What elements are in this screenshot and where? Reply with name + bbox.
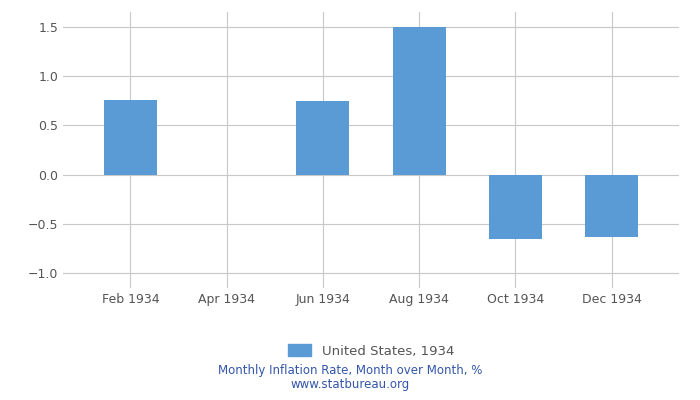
Bar <box>104 100 157 175</box>
Legend: United States, 1934: United States, 1934 <box>288 344 454 358</box>
Text: Monthly Inflation Rate, Month over Month, %: Monthly Inflation Rate, Month over Month… <box>218 364 482 377</box>
Text: www.statbureau.org: www.statbureau.org <box>290 378 410 391</box>
Bar <box>489 175 542 239</box>
Bar <box>296 101 349 175</box>
Bar <box>393 27 446 175</box>
Bar <box>585 175 638 237</box>
